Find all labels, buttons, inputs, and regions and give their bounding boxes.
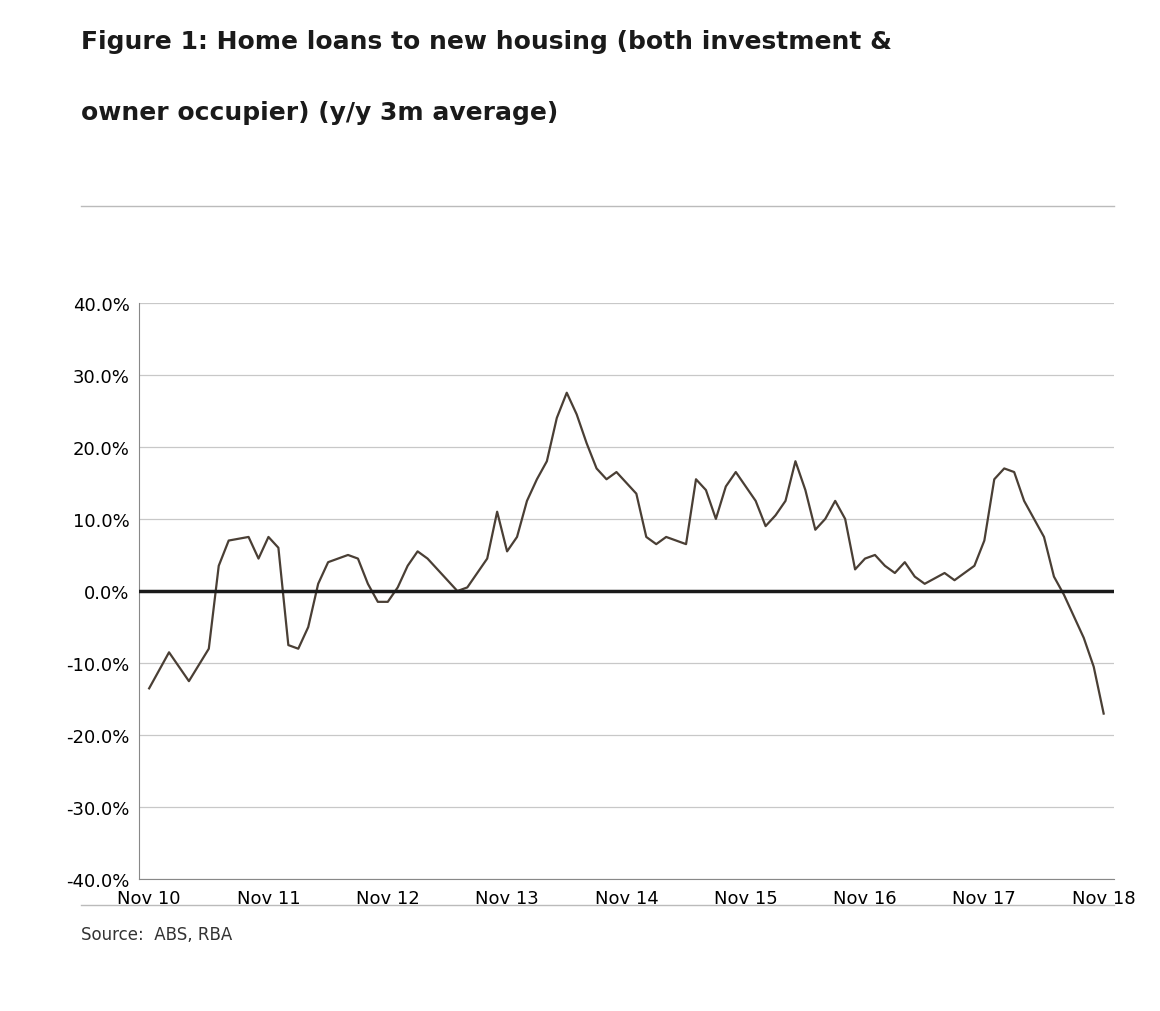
Text: Figure 1: Home loans to new housing (both investment &: Figure 1: Home loans to new housing (bot…: [81, 30, 892, 55]
Text: Source:  ABS, RBA: Source: ABS, RBA: [81, 925, 232, 943]
Text: owner occupier) (y/y 3m average): owner occupier) (y/y 3m average): [81, 101, 558, 125]
